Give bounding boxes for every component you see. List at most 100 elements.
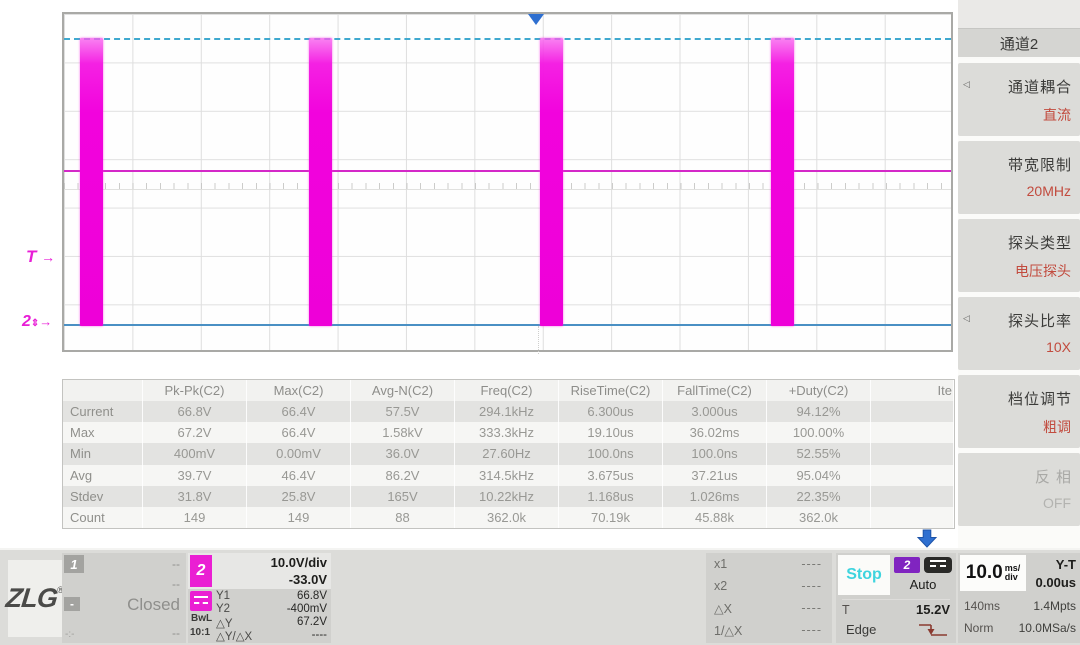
table-header: Ite (871, 380, 954, 402)
row-label: Avg (63, 464, 143, 486)
updown-arrow-icon: ⇕ (30, 318, 40, 329)
menu-item-invert: 反 相 OFF (958, 453, 1080, 526)
table-cell: 46.4V (247, 464, 351, 486)
ch2-position-label: 2 (22, 313, 31, 330)
ch2-position-marker[interactable]: 2⇕→ (22, 313, 52, 331)
table-cell: 52.55% (767, 443, 871, 465)
trigger-level-marker[interactable]: T → (26, 247, 55, 267)
cursor-label: x1 (714, 557, 728, 571)
x-cursor-block[interactable]: x1 ---- x2 ---- △X ---- 1/△X ---- (706, 553, 832, 643)
cursor-y1-line[interactable] (64, 38, 951, 40)
table-header: Freq(C2) (455, 380, 559, 402)
table-cell (871, 422, 954, 444)
trigger-type-label: Edge (846, 622, 877, 637)
table-cell: 66.8V (143, 401, 247, 423)
pulse-burst-2 (309, 38, 332, 326)
row-label: Min (63, 443, 143, 465)
cursor-label: △X (714, 602, 732, 616)
cursor-value: ---- (801, 579, 822, 593)
right-arrow-icon: → (41, 249, 56, 265)
trigger-type-row: Edge (842, 619, 950, 639)
menu-item-label: 通道耦合 (1007, 79, 1072, 96)
table-scroll-down-icon[interactable] (916, 528, 938, 553)
channel1-status-block[interactable]: 1 -- -- - Closed -:- -- (62, 553, 186, 643)
readout-label: Y2 (216, 603, 231, 615)
bandwidth-limit-tag: BwL (191, 613, 213, 624)
table-cell: 400mV (143, 443, 247, 465)
timebase-value: 10.0 (965, 562, 1003, 583)
trigger-level-row: T 15.2V (842, 599, 950, 617)
record-window: 140ms (964, 599, 1001, 613)
table-cell: 66.4V (247, 401, 351, 423)
dc-coupling-icon (190, 591, 212, 611)
menu-item-probe-ratio[interactable]: ◁ 探头比率 10X (958, 297, 1080, 370)
menu-item-label: 档位调节 (1007, 391, 1072, 408)
table-cell: 3.675us (559, 464, 663, 486)
channel2-status-block[interactable]: 2 10.0V/div -33.0V BwL 10:1 Y1 66.8V Y2 … (188, 553, 331, 643)
right-arrow-icon: → (39, 314, 53, 329)
ch1-offset-value: -- (172, 577, 180, 591)
readout-label: Y1 (216, 590, 231, 602)
menu-item-label: 探头比率 (1007, 313, 1072, 330)
menu-item-scale-adjust[interactable]: 档位调节 粗调 (958, 375, 1080, 448)
menu-item-value: 20MHz (1026, 183, 1071, 199)
trigger-level-label: T (842, 603, 850, 617)
pulse-burst-3 (540, 38, 563, 326)
table-cell: 0.00mV (247, 443, 351, 465)
table-cell: 10.22kHz (455, 485, 559, 507)
cursor-row: x2 ---- (714, 579, 822, 599)
record-row: 140ms 1.4Mpts (962, 599, 1076, 617)
sidebar-top-strip (958, 0, 1080, 28)
table-cell: 362.0k (455, 506, 559, 528)
table-header: Max(C2) (247, 380, 351, 402)
row-label: Count (63, 506, 143, 528)
trigger-level-value: 15.2V (916, 602, 950, 617)
table-cell: 1.026ms (663, 485, 767, 507)
timebase-block[interactable]: 10.0 ms/ div Y-T 0.00us 140ms 1.4Mpts No… (958, 553, 1080, 643)
cursor-value: ---- (801, 623, 822, 637)
menu-item-value: OFF (1043, 495, 1071, 511)
table-cell: 333.3kHz (455, 422, 559, 444)
cursor-readout-row: Y2 -400mV (216, 603, 327, 616)
table-header (63, 380, 143, 402)
table-cell: 19.10us (559, 422, 663, 444)
trigger-source-badge: 2 (894, 557, 920, 573)
run-stop-indicator[interactable]: Stop (838, 555, 890, 595)
menu-item-bandwidth[interactable]: 带宽限制 20MHz (958, 141, 1080, 214)
collapse-left-icon: ◁ (963, 79, 970, 89)
cursor-y2-line[interactable] (64, 324, 951, 326)
table-cell: 37.21us (663, 464, 767, 486)
collapse-left-icon: ◁ (963, 313, 970, 323)
table-cell: 100.0ns (559, 443, 663, 465)
pulse-burst-4 (771, 38, 794, 326)
trigger-level-label: T (26, 247, 37, 266)
menu-item-coupling[interactable]: ◁ 通道耦合 直流 (958, 63, 1080, 136)
timebase-setting[interactable]: 10.0 ms/ div (960, 555, 1026, 591)
menu-item-value: 直流 (1043, 107, 1071, 123)
table-cell: 36.0V (351, 443, 455, 465)
cursor-label: 1/△X (714, 624, 743, 638)
pulse-burst-1 (80, 38, 103, 326)
table-cell: 27.60Hz (455, 443, 559, 465)
trigger-status-block[interactable]: Stop 2 Auto T 15.2V Edge (836, 553, 956, 643)
table-cell: 25.8V (247, 485, 351, 507)
table-header: +Duty(C2) (767, 380, 871, 402)
logo-registered-mark: ® (57, 584, 64, 595)
menu-item-probe-type[interactable]: 探头类型 电压探头 (958, 219, 1080, 292)
ch2-probe-ratio: 10:1 (190, 627, 211, 638)
channel1-badge: 1 (64, 555, 84, 573)
table-cell: 165V (351, 485, 455, 507)
trigger-position-marker-icon[interactable] (528, 14, 544, 25)
table-cell (871, 401, 954, 423)
ch1-extra-value: -- (172, 626, 180, 640)
table-cell (871, 485, 954, 507)
cursor-row: 1/△X ---- (714, 623, 822, 643)
table-cell: 95.04% (767, 464, 871, 486)
ch1-scale-value: -- (172, 557, 180, 571)
cursor-readout-row: Y1 66.8V (216, 590, 327, 603)
trigger-mode: Auto (909, 577, 937, 592)
measurement-table: Pk-Pk(C2) Max(C2) Avg-N(C2) Freq(C2) Ris… (62, 379, 955, 529)
readout-value: ---- (311, 629, 327, 641)
table-cell (871, 506, 954, 528)
